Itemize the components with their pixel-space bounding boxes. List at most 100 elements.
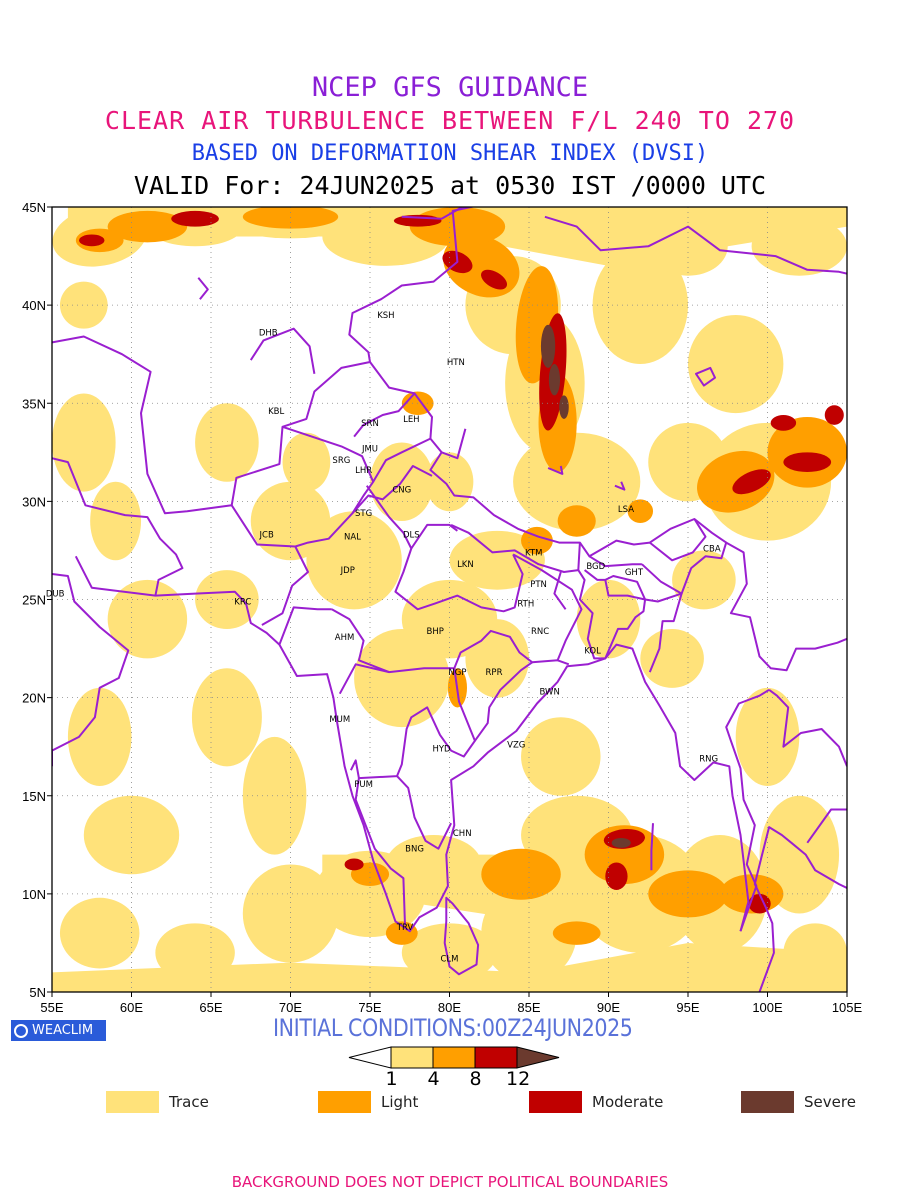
grid-lines [52, 207, 847, 992]
lake-tibet-1 [547, 465, 564, 475]
coastlines-boundaries [52, 207, 847, 992]
trace-area [191, 668, 262, 767]
border-north-west [52, 207, 476, 515]
moderate-area [824, 405, 844, 425]
light-area [409, 207, 506, 247]
station-label-hyd: HYD [432, 745, 451, 755]
legend-item-trace: Trace [106, 1091, 209, 1113]
trace-area [83, 795, 180, 875]
border-karnataka [396, 775, 452, 850]
turbulence-field [52, 207, 847, 992]
moderate-area [344, 858, 364, 871]
lake-tibet-2 [614, 481, 626, 491]
moderate-area [770, 415, 797, 431]
lake-qinghai [695, 366, 716, 387]
border-myanmar-china [725, 541, 847, 672]
station-label-jmu: JMU [361, 444, 378, 454]
title-valid-time: VALID For: 24JUN2025 at 0530 IST /0000 U… [133, 171, 767, 200]
station-label-ktm: KTM [525, 548, 542, 558]
border-deccan [350, 668, 476, 780]
trace-area [521, 717, 601, 796]
light-area [242, 207, 339, 229]
lat-tick-label: 35N [22, 396, 46, 411]
legend-swatch [529, 1091, 582, 1113]
legend-item-moderate: Moderate [529, 1091, 663, 1113]
station-label-cba: CBA [703, 544, 721, 554]
trace-area [52, 393, 116, 492]
light-area [557, 505, 596, 537]
station-label-bwn: BWN [540, 688, 560, 698]
lat-tick-label: 45N [22, 200, 46, 215]
lon-tick-label: 85E [517, 1000, 540, 1015]
lon-tick-label: 105E [832, 1000, 863, 1015]
colorbar-segment [474, 1046, 518, 1069]
station-label-leh: LEH [403, 415, 420, 425]
border-cambodia [806, 808, 847, 844]
border-bihar-bengal [512, 553, 583, 661]
station-label-ptn: PTN [530, 580, 547, 590]
coastline-south-asia [74, 555, 750, 933]
lon-tick-label: 65E [199, 1000, 222, 1015]
border-gujarat-north [278, 606, 332, 645]
moderate-area [605, 862, 628, 890]
lon-tick-label: 70E [279, 1000, 302, 1015]
colorbar-level-label: 12 [506, 1068, 531, 1090]
border-bangladesh [577, 569, 647, 660]
legend-label: Severe [804, 1093, 856, 1111]
border-mongolia [544, 215, 847, 275]
coastline-gulf-of-thailand [753, 826, 847, 992]
border-maharashtra-north [338, 663, 390, 695]
severe-area [559, 395, 569, 419]
border-punjab [351, 465, 433, 514]
moderate-area [732, 469, 771, 495]
colorbar-level-label: 8 [469, 1068, 482, 1090]
station-labels: KSH DHB HTN KBL LEH SRN JMU SRG LHR CNG LSA STG JCB D… [46, 311, 721, 965]
lat-tick-label: 40N [22, 298, 46, 313]
station-label-vzg: VZG [507, 741, 525, 751]
title-product: CLEAR AIR TURBULENCE BETWEEN F/L 240 TO … [104, 106, 796, 135]
border-pakistan-east [282, 425, 375, 548]
station-label-rpr: RPR [486, 668, 503, 678]
light-area [385, 921, 418, 945]
border-nepal-south [450, 523, 581, 573]
station-label-lhr: LHR [355, 466, 372, 476]
border-kazakh [401, 207, 463, 220]
coastline-andaman [650, 823, 654, 871]
trace-area [59, 281, 108, 329]
station-label-jdp: JDP [340, 566, 355, 576]
severe-area [611, 837, 631, 848]
initial-conditions: INITIAL CONDITIONS:00Z24JUN2025 [273, 1014, 633, 1042]
station-label-ahm: AHM [335, 633, 355, 643]
trace-area [90, 481, 142, 561]
station-label-trv: TRV [396, 923, 414, 933]
border-uttarakhand [410, 523, 458, 550]
station-label-bhp: BHP [427, 627, 444, 637]
station-label-krc: KRC [234, 597, 251, 607]
border-upper-states [365, 485, 524, 613]
station-label-srn: SRN [361, 419, 379, 429]
legend-label: Light [381, 1093, 419, 1111]
lon-tick-label: 60E [120, 1000, 143, 1015]
border-jharkhand [553, 571, 567, 610]
station-label-kbl: KBL [268, 407, 284, 417]
trace-area [640, 628, 704, 688]
station-label-chn: CHN [453, 829, 472, 839]
lat-tick-label: 20N [22, 691, 46, 706]
coastline-arabia [52, 573, 130, 752]
legend-item-light: Light [318, 1091, 418, 1113]
border-pakistan-south [230, 504, 309, 626]
moderate-area [79, 234, 105, 247]
lon-tick-label: 90E [597, 1000, 620, 1015]
border-arunachal [649, 518, 707, 562]
station-label-bgd: BGD [586, 562, 605, 572]
border-bhutan [588, 555, 642, 568]
border-odisha [474, 661, 533, 742]
border-kashmir [353, 392, 416, 438]
lon-tick-label: 55E [40, 1000, 63, 1015]
border-laos-thailand [768, 688, 847, 767]
border-northeast [604, 563, 683, 603]
light-area [627, 499, 654, 523]
station-label-mum: MUM [329, 715, 350, 725]
station-label-htn: HTN [447, 358, 465, 368]
